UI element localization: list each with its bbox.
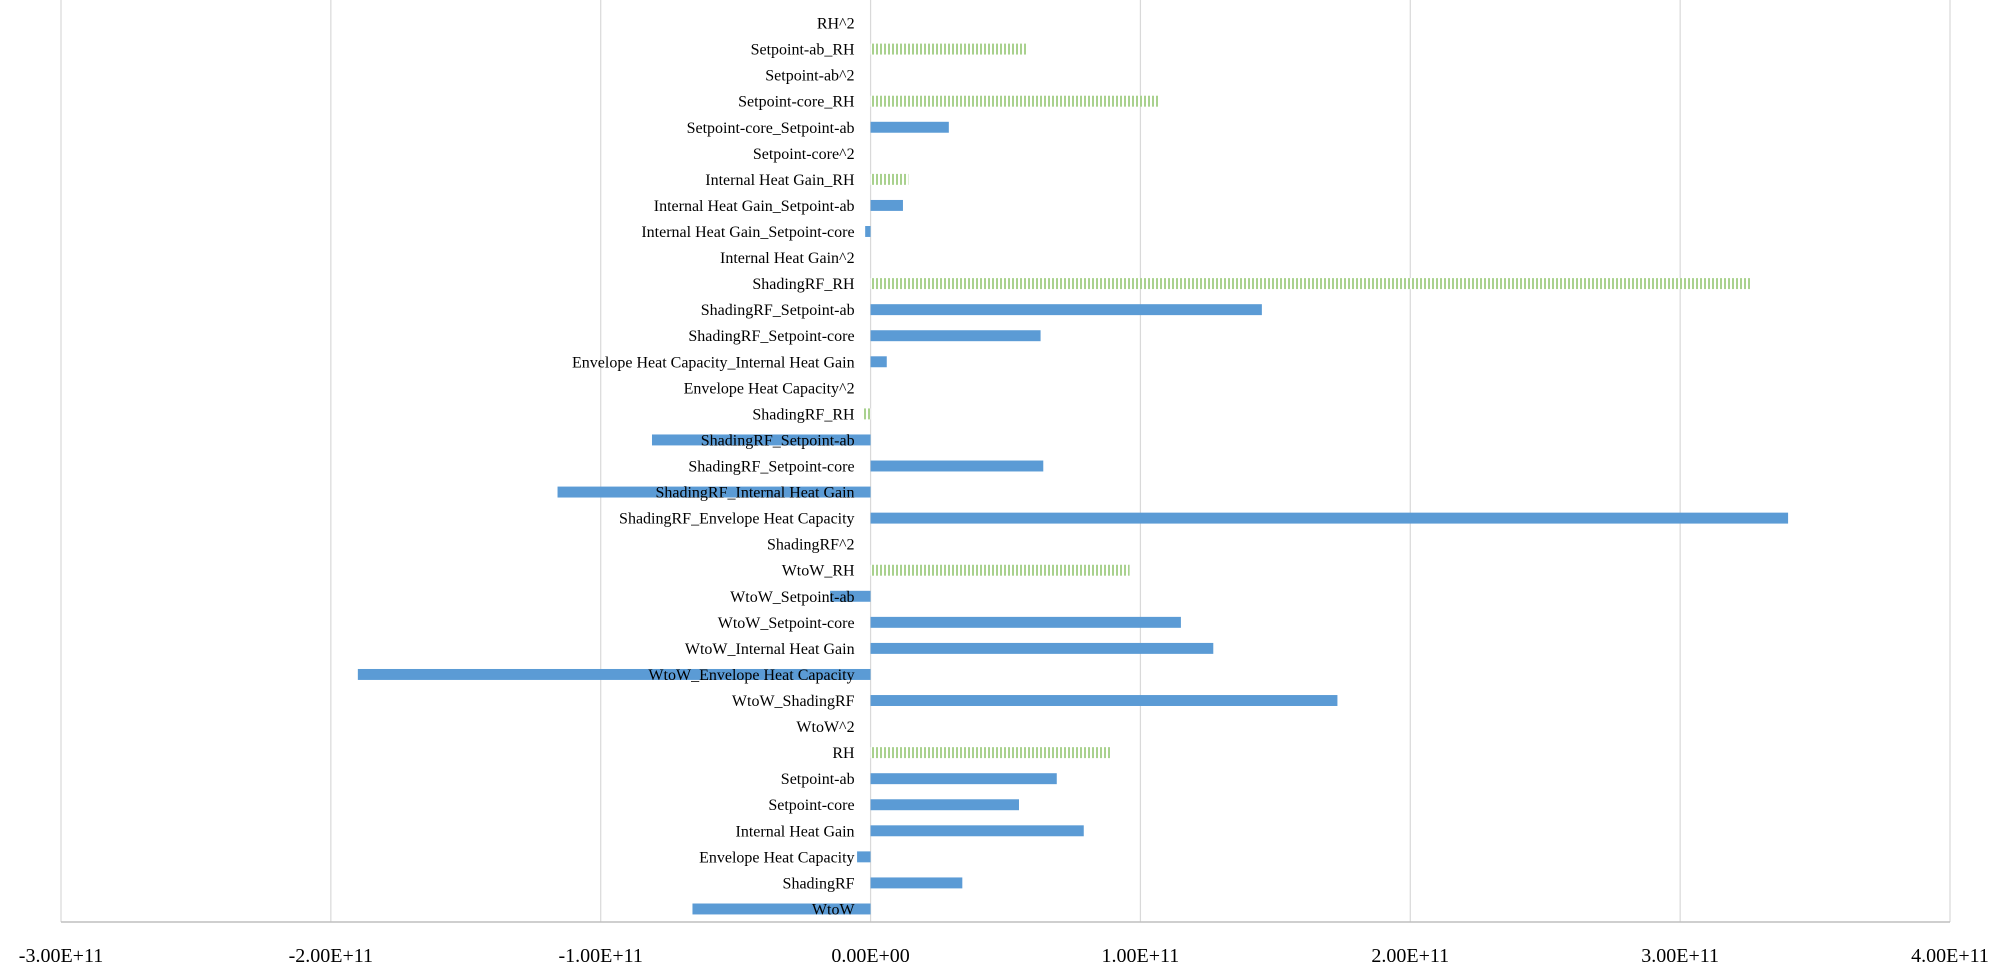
category-label: Internal Heat Gain_Setpoint-ab xyxy=(654,198,855,215)
category-label: ShadingRF_Setpoint-ab xyxy=(701,302,855,319)
bar-4 xyxy=(870,799,1019,811)
x-tick-label: 4.00E+11 xyxy=(1911,945,1989,967)
bar-24 xyxy=(870,278,1751,290)
x-tick-label: -3.00E+11 xyxy=(19,945,103,967)
category-label: Setpoint-core xyxy=(768,797,854,814)
category-label: Setpoint-core_Setpoint-ab xyxy=(687,120,855,137)
category-label: Setpoint-ab xyxy=(781,771,855,788)
category-labels: WtoW ShadingRF Envelope Heat Capacity Inter… xyxy=(572,16,855,919)
gridlines xyxy=(60,0,1951,922)
category-label: Setpoint-core_RH xyxy=(738,94,855,111)
bar-12 xyxy=(830,590,871,602)
category-label: ShadingRF_Setpoint-core xyxy=(688,459,854,476)
category-label: Internal Heat Gain xyxy=(736,823,855,840)
x-tick-label: -2.00E+11 xyxy=(289,945,373,967)
bar-3 xyxy=(870,825,1084,837)
category-label: WtoW_Envelope Heat Capacity xyxy=(648,667,854,684)
x-tick-label: 1.00E+11 xyxy=(1102,945,1180,967)
category-label: ShadingRF_Setpoint-core xyxy=(688,328,854,345)
x-tick-label: -1.00E+11 xyxy=(559,945,643,967)
category-label: RH xyxy=(832,745,855,762)
bar-10 xyxy=(870,642,1214,654)
bar-8 xyxy=(870,695,1338,706)
bar-26 xyxy=(865,226,871,237)
bar-23 xyxy=(870,304,1262,316)
category-label: Internal Heat Gain^2 xyxy=(720,250,855,267)
category-label: Internal Heat Gain_Setpoint-core xyxy=(641,224,854,241)
category-label: Setpoint-ab^2 xyxy=(765,68,854,85)
category-label: WtoW^2 xyxy=(796,719,854,736)
bar-6 xyxy=(870,747,1111,759)
category-label: Envelope Heat Capacity^2 xyxy=(684,380,855,397)
bar-5 xyxy=(870,773,1057,785)
bar-0 xyxy=(692,903,871,915)
x-tick-label: 2.00E+11 xyxy=(1371,945,1449,967)
bar-22 xyxy=(870,330,1041,342)
category-label: Internal Heat Gain_RH xyxy=(705,172,855,189)
category-label: ShadingRF xyxy=(783,875,855,892)
category-label: Setpoint-ab_RH xyxy=(751,42,855,59)
bar-1 xyxy=(870,877,963,889)
category-label: Setpoint-core^2 xyxy=(753,146,855,163)
category-label: ShadingRF_RH xyxy=(752,406,855,423)
bar-2 xyxy=(857,851,871,863)
category-label: WtoW_Setpoint-core xyxy=(718,615,855,632)
bar-18 xyxy=(651,434,871,446)
bar-19 xyxy=(862,408,871,420)
category-label: WtoW_Setpoint-ab xyxy=(730,589,854,606)
bar-21 xyxy=(870,356,887,368)
category-label: ShadingRF_Setpoint-ab xyxy=(701,432,855,449)
category-label: ShadingRF_RH xyxy=(752,276,855,293)
bar-33 xyxy=(870,43,1028,55)
bar-16 xyxy=(557,486,871,498)
category-label: WtoW_Internal Heat Gain xyxy=(685,641,855,658)
bar-27 xyxy=(870,199,903,211)
category-label: ShadingRF_Internal Heat Gain xyxy=(655,485,854,502)
bar-31 xyxy=(870,95,1160,107)
bar-11 xyxy=(870,616,1181,628)
bar-15 xyxy=(870,512,1789,524)
category-label: ShadingRF_Envelope Heat Capacity xyxy=(619,511,855,528)
category-label: Envelope Heat Capacity_Internal Heat Gai… xyxy=(572,354,855,371)
category-label: WtoW_RH xyxy=(782,563,855,580)
bars xyxy=(357,43,1789,915)
category-label: Envelope Heat Capacity xyxy=(699,849,855,866)
category-label: WtoW xyxy=(812,901,856,918)
bar-30 xyxy=(870,121,949,133)
bar-17 xyxy=(870,460,1044,472)
x-tick-label: 3.00E+11 xyxy=(1641,945,1719,967)
category-label: RH^2 xyxy=(817,16,855,33)
x-tick-labels: -3.00E+11 -2.00E+11 -1.00E+11 0.00E+00 1.00E… xyxy=(19,945,1989,967)
bar-28 xyxy=(870,173,909,185)
bar-13 xyxy=(870,564,1130,576)
category-label: WtoW_ShadingRF xyxy=(732,693,855,710)
bar-9 xyxy=(357,668,871,680)
x-tick-label: 0.00E+00 xyxy=(831,945,910,967)
category-label: ShadingRF^2 xyxy=(767,537,855,554)
